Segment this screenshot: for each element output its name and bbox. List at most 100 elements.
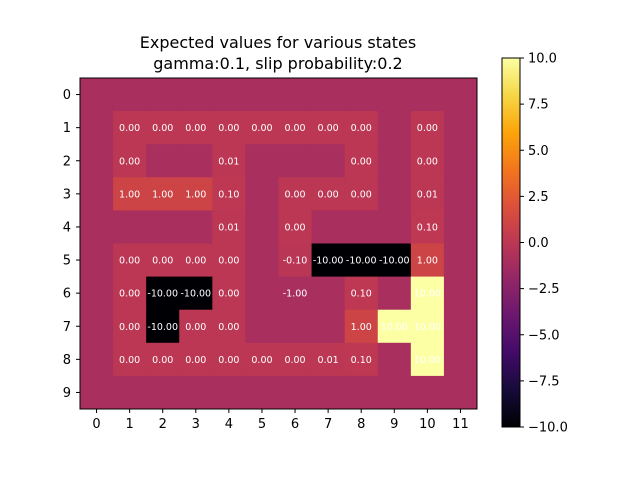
cell-value-label: 1.00 bbox=[119, 189, 140, 200]
heatmap-frame bbox=[79, 77, 478, 410]
heatmap-cell bbox=[344, 177, 379, 211]
heatmap-cell bbox=[212, 375, 246, 410]
heatmap-cell bbox=[113, 243, 147, 278]
heatmap-cell bbox=[80, 243, 114, 278]
x-tick-label: 6 bbox=[291, 417, 299, 432]
heatmap-cell bbox=[113, 177, 147, 211]
y-tick-label: 1 bbox=[63, 121, 71, 136]
heatmap-cell bbox=[80, 210, 114, 244]
cell-value-label: 0.00 bbox=[119, 289, 140, 300]
heatmap-cell bbox=[80, 309, 114, 344]
heatmap-cell bbox=[179, 111, 213, 145]
cell-value-label: 0.00 bbox=[318, 123, 339, 134]
cell-value-label: 0.00 bbox=[284, 123, 305, 134]
heatmap-cell bbox=[443, 177, 478, 211]
heatmap-cell bbox=[443, 144, 478, 178]
heatmap-cell bbox=[410, 210, 445, 244]
x-tick-label: 3 bbox=[192, 417, 200, 432]
cell-value-label: 0.00 bbox=[318, 189, 339, 200]
cell-value-label: 0.00 bbox=[185, 322, 206, 333]
heatmap-cell bbox=[80, 144, 114, 178]
heatmap-cell bbox=[377, 78, 412, 112]
cell-value-label: 0.00 bbox=[417, 156, 438, 167]
cell-value-label: 1.00 bbox=[152, 189, 173, 200]
heatmap-cell bbox=[146, 342, 180, 377]
cell-value-label: 0.00 bbox=[417, 123, 438, 134]
heatmap-cell bbox=[344, 342, 379, 377]
heatmap-cell bbox=[245, 342, 279, 377]
heatmap-cell bbox=[443, 309, 478, 344]
heatmap-cell bbox=[146, 144, 180, 178]
heatmap-cell bbox=[179, 375, 213, 410]
y-tick-label: 2 bbox=[63, 154, 71, 169]
heatmap-cell bbox=[113, 375, 147, 410]
y-tick-label: 3 bbox=[63, 187, 71, 202]
heatmap-cell bbox=[212, 210, 246, 244]
heatmap-cell bbox=[410, 111, 445, 145]
cell-value-label: 0.00 bbox=[119, 123, 140, 134]
heatmap-cell bbox=[311, 210, 346, 244]
cell-value-label: 1.00 bbox=[417, 256, 438, 267]
heatmap-cell bbox=[278, 177, 313, 211]
heatmap-cell bbox=[146, 276, 180, 311]
x-tick-label: 2 bbox=[159, 417, 167, 432]
heatmap-cell bbox=[311, 276, 346, 311]
cell-value-label: 0.00 bbox=[185, 123, 206, 134]
heatmap-cell bbox=[179, 276, 213, 311]
heatmap-cell bbox=[245, 276, 279, 311]
heatmap-cell bbox=[377, 375, 412, 410]
heatmap-cell bbox=[410, 78, 445, 112]
y-tick-label: 4 bbox=[63, 220, 71, 235]
heatmap-cell bbox=[278, 243, 313, 278]
x-axis: 0 1 2 3 4 5 6 7 8 9 10 11 bbox=[92, 409, 469, 432]
cell-value-label: 0.00 bbox=[185, 256, 206, 267]
heatmap-cell bbox=[377, 342, 412, 377]
cell-value-label: 0.01 bbox=[218, 156, 239, 167]
cell-value-label: 0.00 bbox=[119, 322, 140, 333]
cell-value-label: 0.00 bbox=[351, 123, 372, 134]
heatmap-cell bbox=[179, 78, 213, 112]
heatmap-cell bbox=[146, 111, 180, 145]
cell-value-label: 0.00 bbox=[152, 123, 173, 134]
heatmap-cell bbox=[245, 309, 279, 344]
heatmap-cell bbox=[278, 144, 313, 178]
colorbar bbox=[501, 57, 521, 428]
cell-value-labels: 0.00 0.00 0.00 0.00 0.00 0.00 0.00 0.00 0.00 0.00… bbox=[119, 123, 441, 366]
heatmap-cell bbox=[179, 177, 213, 211]
heatmap-cell bbox=[377, 111, 412, 145]
cell-value-label: 0.00 bbox=[218, 355, 239, 366]
x-tick-label: 9 bbox=[390, 417, 398, 432]
heatmap-cell bbox=[278, 111, 313, 145]
heatmap-cell bbox=[311, 111, 346, 145]
heatmap-cell bbox=[179, 309, 213, 344]
heatmap-cell bbox=[179, 243, 213, 278]
cell-value-label: 10.00 bbox=[414, 355, 441, 366]
heatmap-cell bbox=[443, 243, 478, 278]
heatmap-cell bbox=[146, 243, 180, 278]
chart-title-line-2: gamma:0.1, slip probability:0.2 bbox=[153, 54, 402, 73]
heatmap-cell bbox=[212, 243, 246, 278]
cell-value-label: 0.00 bbox=[218, 289, 239, 300]
cell-value-label: 0.01 bbox=[318, 355, 339, 366]
heatmap-cell bbox=[311, 243, 346, 278]
x-tick-label: 8 bbox=[357, 417, 365, 432]
x-tick-label: 1 bbox=[125, 417, 133, 432]
heatmap-cell bbox=[344, 210, 379, 244]
cell-value-label: -10.00 bbox=[147, 322, 178, 333]
heatmap-cell bbox=[113, 309, 147, 344]
heatmap-cell bbox=[113, 111, 147, 145]
colorbar-tick-label: −7.5 bbox=[528, 374, 560, 389]
heatmap-cell bbox=[212, 309, 246, 344]
heatmap-cell bbox=[146, 78, 180, 112]
y-tick-label: 8 bbox=[63, 353, 71, 368]
heatmap-cell bbox=[377, 309, 412, 344]
cell-value-label: 0.00 bbox=[119, 256, 140, 267]
heatmap-cell bbox=[245, 144, 279, 178]
heatmap-cell bbox=[443, 111, 478, 145]
colorbar-tick-label: 10.0 bbox=[528, 52, 557, 67]
cell-value-label: 0.00 bbox=[284, 189, 305, 200]
cell-value-label: 10.00 bbox=[414, 322, 441, 333]
x-tick-label: 4 bbox=[225, 417, 233, 432]
cell-value-label: -10.00 bbox=[180, 289, 211, 300]
